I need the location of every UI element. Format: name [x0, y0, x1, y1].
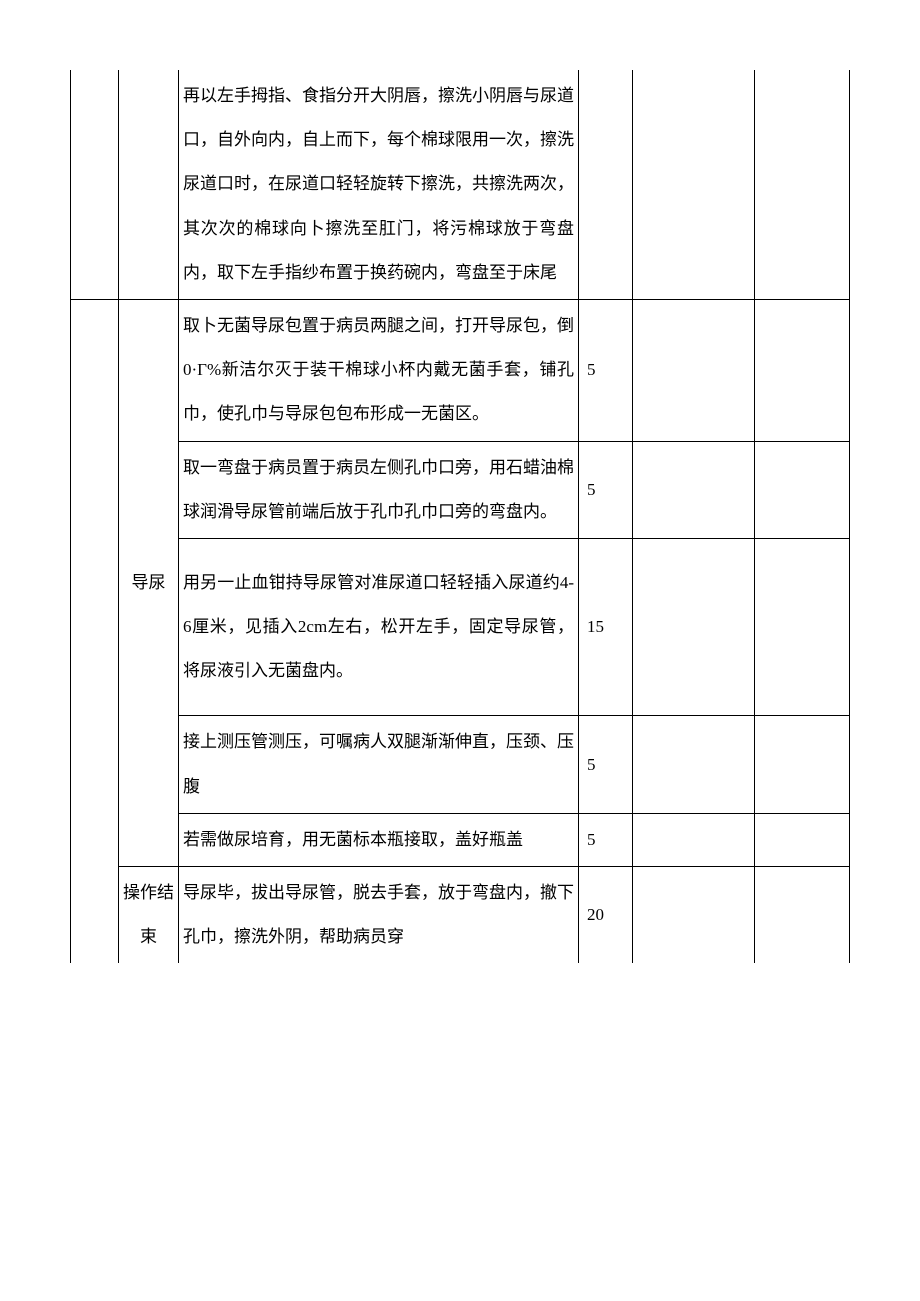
col5-cell [633, 299, 755, 441]
score-cell [579, 70, 633, 299]
desc-cell: 取一弯盘于病员置于病员左侧孔巾口旁，用石蜡油棉球润滑导尿管前端后放于孔巾孔巾口旁… [179, 441, 579, 538]
col6-cell [755, 299, 850, 441]
score-text: 5 [587, 755, 596, 774]
col2-cell: 操作结束 [119, 867, 179, 964]
desc-text: 导尿毕，拔出导尿管，脱去手套，放于弯盘内，撤下孔巾，擦洗外阴，帮助病员穿 [179, 867, 578, 963]
table-row: 再以左手拇指、食指分开大阴唇，擦洗小阴唇与尿道口，自外向内，自上而下，每个棉球限… [71, 70, 850, 299]
desc-cell: 用另一止血钳持导尿管对准尿道口轻轻插入尿道约4-6厘米，见插入2cm左右，松开左… [179, 538, 579, 716]
score-cell: 5 [579, 716, 633, 813]
desc-text: 接上测压管测压，可嘱病人双腿渐渐伸直，压颈、压腹 [179, 716, 578, 812]
table-row: 取一弯盘于病员置于病员左侧孔巾口旁，用石蜡油棉球润滑导尿管前端后放于孔巾孔巾口旁… [71, 441, 850, 538]
col5-cell [633, 867, 755, 964]
score-text: 15 [587, 617, 604, 636]
desc-cell: 接上测压管测压，可嘱病人双腿渐渐伸直，压颈、压腹 [179, 716, 579, 813]
col6-cell [755, 813, 850, 866]
score-cell: 5 [579, 813, 633, 866]
col6-cell [755, 538, 850, 716]
col6-cell [755, 70, 850, 299]
score-cell: 20 [579, 867, 633, 964]
desc-cell: 若需做尿培育，用无菌标本瓶接取，盖好瓶盖 [179, 813, 579, 866]
col6-cell [755, 441, 850, 538]
desc-text: 用另一止血钳持导尿管对准尿道口轻轻插入尿道约4-6厘米，见插入2cm左右，松开左… [179, 539, 578, 716]
table-row: 接上测压管测压，可嘱病人双腿渐渐伸直，压颈、压腹 5 [71, 716, 850, 813]
col1-cell [71, 70, 119, 299]
cell-text: 操作结束 [123, 883, 174, 946]
score-text: 5 [587, 360, 596, 379]
desc-text: 若需做尿培育，用无菌标本瓶接取，盖好瓶盖 [179, 814, 578, 866]
col5-cell [633, 813, 755, 866]
col1-cell [71, 299, 119, 963]
col5-cell [633, 538, 755, 716]
score-text: 5 [587, 830, 596, 849]
desc-cell: 导尿毕，拔出导尿管，脱去手套，放于弯盘内，撤下孔巾，擦洗外阴，帮助病员穿 [179, 867, 579, 964]
col2-cell: 导尿 [119, 299, 179, 866]
col2-cell [119, 70, 179, 299]
col6-cell [755, 867, 850, 964]
table-row: 导尿 取卜无菌导尿包置于病员两腿之间，打开导尿包，倒0·Γ%新洁尔灭于装干棉球小… [71, 299, 850, 441]
table-row: 操作结束 导尿毕，拔出导尿管，脱去手套，放于弯盘内，撤下孔巾，擦洗外阴，帮助病员… [71, 867, 850, 964]
score-cell: 5 [579, 441, 633, 538]
score-text: 5 [587, 480, 596, 499]
col6-cell [755, 716, 850, 813]
table-row: 用另一止血钳持导尿管对准尿道口轻轻插入尿道约4-6厘米，见插入2cm左右，松开左… [71, 538, 850, 716]
col5-cell [633, 716, 755, 813]
score-text: 20 [587, 905, 604, 924]
score-cell: 15 [579, 538, 633, 716]
desc-text: 取卜无菌导尿包置于病员两腿之间，打开导尿包，倒0·Γ%新洁尔灭于装干棉球小杯内戴… [179, 300, 578, 441]
desc-text: 再以左手拇指、食指分开大阴唇，擦洗小阴唇与尿道口，自外向内，自上而下，每个棉球限… [179, 70, 578, 299]
cell-text: 导尿 [132, 573, 166, 592]
score-cell: 5 [579, 299, 633, 441]
col5-cell [633, 441, 755, 538]
col5-cell [633, 70, 755, 299]
desc-text: 取一弯盘于病员置于病员左侧孔巾口旁，用石蜡油棉球润滑导尿管前端后放于孔巾孔巾口旁… [179, 442, 578, 538]
procedure-table: 再以左手拇指、食指分开大阴唇，擦洗小阴唇与尿道口，自外向内，自上而下，每个棉球限… [70, 70, 850, 963]
desc-cell: 取卜无菌导尿包置于病员两腿之间，打开导尿包，倒0·Γ%新洁尔灭于装干棉球小杯内戴… [179, 299, 579, 441]
desc-cell: 再以左手拇指、食指分开大阴唇，擦洗小阴唇与尿道口，自外向内，自上而下，每个棉球限… [179, 70, 579, 299]
table-row: 若需做尿培育，用无菌标本瓶接取，盖好瓶盖 5 [71, 813, 850, 866]
page-container: 再以左手拇指、食指分开大阴唇，擦洗小阴唇与尿道口，自外向内，自上而下，每个棉球限… [0, 0, 920, 1023]
